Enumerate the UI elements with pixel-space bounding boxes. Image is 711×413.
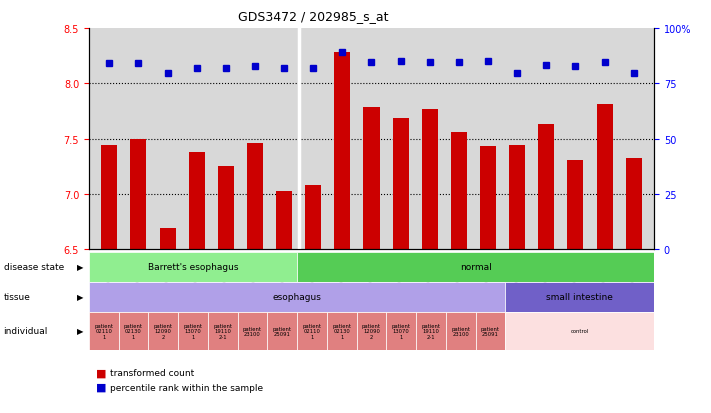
Bar xyxy=(480,147,496,250)
Bar xyxy=(297,252,654,282)
Bar xyxy=(451,133,467,250)
Bar xyxy=(237,312,267,350)
Text: esophagus: esophagus xyxy=(273,293,321,301)
Bar xyxy=(149,312,178,350)
Bar xyxy=(446,312,476,350)
Text: ▶: ▶ xyxy=(77,327,84,335)
Text: normal: normal xyxy=(460,263,491,271)
Bar xyxy=(159,229,176,250)
Text: ■: ■ xyxy=(96,368,107,377)
Bar xyxy=(218,167,234,250)
Text: patient
13070
1: patient 13070 1 xyxy=(183,323,203,339)
Bar xyxy=(188,153,205,250)
Text: percentile rank within the sample: percentile rank within the sample xyxy=(110,382,263,392)
Bar xyxy=(130,140,146,250)
Text: individual: individual xyxy=(4,327,48,335)
Bar xyxy=(89,252,297,282)
Text: patient
25091: patient 25091 xyxy=(481,326,500,336)
Bar xyxy=(178,312,208,350)
Text: disease state: disease state xyxy=(4,263,64,271)
Bar xyxy=(392,119,409,250)
Bar xyxy=(597,105,613,250)
Text: ▶: ▶ xyxy=(77,263,84,271)
Bar xyxy=(422,109,438,250)
Text: patient
23100: patient 23100 xyxy=(451,326,470,336)
Text: patient
02110
1: patient 02110 1 xyxy=(302,323,321,339)
Text: patient
19110
2-1: patient 19110 2-1 xyxy=(213,323,232,339)
Bar xyxy=(267,312,297,350)
Bar xyxy=(506,312,654,350)
Text: patient
12090
2: patient 12090 2 xyxy=(362,323,381,339)
Text: transformed count: transformed count xyxy=(110,368,194,377)
Bar xyxy=(327,312,357,350)
Text: patient
25091: patient 25091 xyxy=(273,326,292,336)
Bar xyxy=(247,144,263,250)
Bar xyxy=(538,125,555,250)
Bar xyxy=(101,146,117,250)
Bar xyxy=(208,312,237,350)
Bar xyxy=(509,146,525,250)
Text: patient
23100: patient 23100 xyxy=(243,326,262,336)
Text: Barrett's esophagus: Barrett's esophagus xyxy=(148,263,238,271)
Bar xyxy=(119,312,149,350)
Text: ▶: ▶ xyxy=(77,293,84,301)
Bar xyxy=(297,312,327,350)
Bar xyxy=(89,312,119,350)
Text: ■: ■ xyxy=(96,382,107,392)
Bar xyxy=(363,107,380,250)
Text: patient
19110
2-1: patient 19110 2-1 xyxy=(422,323,441,339)
Text: GDS3472 / 202985_s_at: GDS3472 / 202985_s_at xyxy=(237,10,388,23)
Text: patient
02130
1: patient 02130 1 xyxy=(124,323,143,339)
Text: tissue: tissue xyxy=(4,293,31,301)
Bar xyxy=(276,191,292,250)
Bar xyxy=(416,312,446,350)
Text: patient
12090
2: patient 12090 2 xyxy=(154,323,173,339)
Bar xyxy=(305,186,321,250)
Text: control: control xyxy=(571,329,589,334)
Bar xyxy=(476,312,506,350)
Bar xyxy=(567,160,584,250)
Text: patient
13070
1: patient 13070 1 xyxy=(392,323,411,339)
Bar xyxy=(626,158,642,250)
Text: patient
02110
1: patient 02110 1 xyxy=(95,323,113,339)
Bar xyxy=(386,312,416,350)
Bar xyxy=(89,282,506,312)
Bar xyxy=(334,53,351,250)
Text: small intestine: small intestine xyxy=(546,293,613,301)
Bar xyxy=(357,312,386,350)
Text: patient
02130
1: patient 02130 1 xyxy=(332,323,351,339)
Bar xyxy=(506,282,654,312)
